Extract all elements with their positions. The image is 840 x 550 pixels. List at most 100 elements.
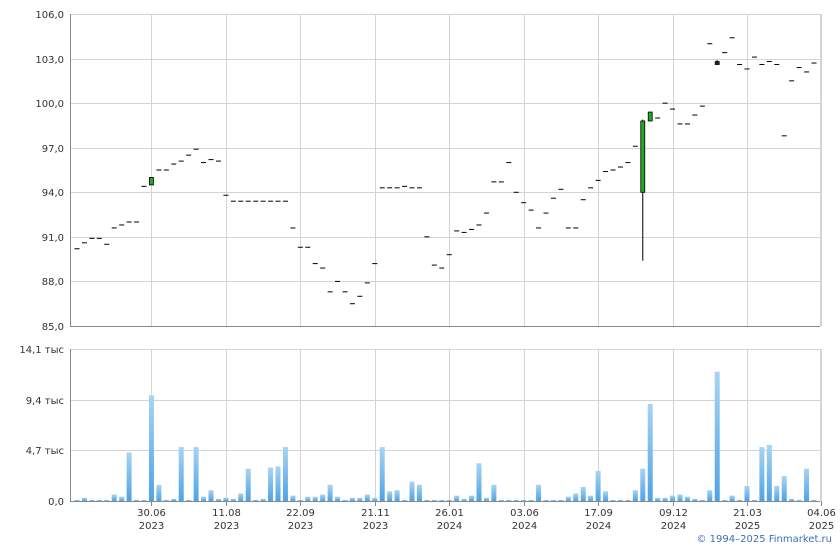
price-tick-label: 88,0	[42, 277, 64, 288]
volume-bar	[89, 499, 95, 501]
x-tick-year: 2025	[809, 521, 834, 532]
volume-bar	[491, 484, 497, 501]
volume-bar	[327, 484, 333, 501]
price-tick-label: 106,0	[35, 10, 64, 21]
price-tick-label: 85,0	[42, 322, 64, 333]
volume-bar	[402, 499, 408, 501]
volume-bar	[461, 498, 467, 501]
price-tick-label: 103,0	[35, 55, 64, 66]
volume-bar	[536, 484, 542, 501]
volume-bar	[148, 395, 154, 501]
price-tick-label: 97,0	[42, 144, 64, 155]
volume-bar	[223, 497, 229, 501]
volume-bar	[342, 499, 348, 501]
volume-bar	[796, 499, 802, 501]
volume-bar	[617, 499, 623, 501]
volume-bar	[424, 499, 430, 501]
volume-bar	[804, 468, 810, 501]
volume-bar	[409, 481, 415, 501]
volume-bar	[81, 497, 87, 501]
volume-bar	[506, 499, 512, 501]
volume-bar	[268, 467, 274, 501]
volume-bar	[476, 463, 482, 501]
x-tick-year: 2024	[661, 521, 686, 532]
volume-bar	[558, 499, 564, 501]
volume-bar	[104, 499, 110, 501]
volume-bar	[446, 499, 452, 501]
volume-bar	[647, 403, 653, 501]
volume-bar	[312, 496, 318, 501]
volume-bar	[565, 496, 571, 501]
volume-bar	[811, 499, 817, 501]
x-tick-year: 2025	[735, 521, 760, 532]
volume-bar	[751, 499, 757, 501]
volume-bar	[483, 497, 489, 501]
volume-bar	[253, 499, 259, 501]
volume-bar	[662, 497, 668, 501]
volume-bar	[320, 494, 326, 501]
date-axis: 30.06 2023 11.08 2023 22.09 2023 21.11 2023 26.0…	[137, 501, 836, 532]
volume-bar	[595, 470, 601, 501]
volume-bar	[714, 371, 720, 501]
volume-bar	[126, 452, 132, 501]
volume-bar	[163, 499, 169, 501]
candle-body	[714, 61, 720, 65]
volume-bar	[178, 447, 184, 501]
volume-bar	[372, 497, 378, 501]
price-tick-label: 94,0	[42, 188, 64, 199]
x-tick-date: 26.01	[435, 508, 464, 519]
volume-bar	[588, 495, 594, 501]
volume-bar	[171, 498, 177, 501]
volume-bar	[655, 497, 661, 501]
volume-bar	[573, 493, 579, 501]
volume-bar	[543, 499, 549, 501]
volume-bar	[439, 499, 445, 501]
volume-bar	[625, 499, 631, 501]
volume-bar	[454, 495, 460, 501]
volume-bar	[781, 476, 787, 501]
volume-bar	[722, 499, 728, 501]
volume-bar	[364, 494, 370, 501]
volume-bar	[580, 486, 586, 501]
x-tick-year: 2023	[288, 521, 313, 532]
volume-bar	[528, 499, 534, 501]
volume-bar	[744, 485, 750, 501]
x-tick-year: 2024	[512, 521, 537, 532]
volume-bar	[759, 447, 765, 501]
x-tick-date: 30.06	[137, 508, 166, 519]
volume-tick-label: 9,4 тыс	[26, 396, 64, 407]
volume-bar	[498, 499, 504, 501]
price-panel: 85,0 88,0 91,0 94,0 97,0 100,0 103,0 106,0	[35, 10, 822, 333]
candle-body	[647, 111, 653, 122]
x-tick-year: 2023	[214, 521, 239, 532]
volume-bar	[699, 499, 705, 501]
volume-bar	[111, 494, 117, 501]
x-tick-year: 2024	[586, 521, 611, 532]
volume-tick-label: 4,7 тыс	[26, 446, 64, 457]
volume-bar	[208, 490, 214, 501]
copyright-text: © 1994–2025 Finmarket.ru	[696, 534, 832, 545]
volume-bar	[156, 484, 162, 501]
volume-bar	[729, 495, 735, 501]
volume-bar	[96, 499, 102, 501]
volume-bar	[416, 484, 422, 501]
volume-bar	[737, 499, 743, 501]
volume-bar	[550, 499, 556, 501]
volume-bar	[186, 499, 192, 501]
volume-bar	[305, 496, 311, 501]
volume-bar	[431, 499, 437, 501]
x-tick-date: 11.08	[212, 508, 241, 519]
volume-bar	[297, 499, 303, 501]
volume-bar	[603, 491, 609, 501]
volume-bar	[774, 485, 780, 501]
volume-bar	[335, 496, 341, 501]
volume-bar	[290, 495, 296, 501]
x-tick-date: 21.03	[733, 508, 762, 519]
price-tick-label: 100,0	[35, 99, 64, 110]
volume-bar	[201, 496, 207, 501]
x-tick-year: 2023	[139, 521, 164, 532]
volume-tick-label: 14,1 тыс	[19, 345, 64, 356]
price-tick-label: 91,0	[42, 233, 64, 244]
volume-bar	[632, 490, 638, 501]
